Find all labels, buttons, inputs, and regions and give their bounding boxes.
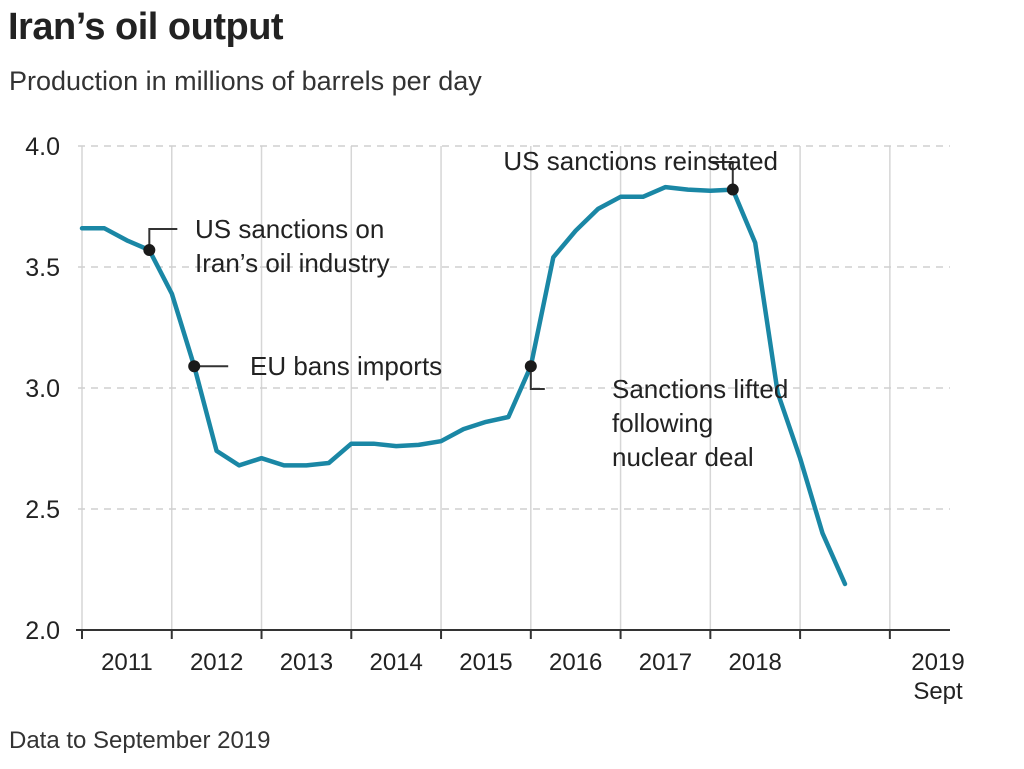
x-tick-label: 2015	[459, 649, 512, 676]
y-tick-label: 2.0	[25, 617, 60, 645]
grid-layer	[78, 145, 950, 630]
annotation-leader	[529, 366, 545, 390]
annotation-text: US sanctions reinstated	[503, 146, 778, 176]
x-tick-label: 2018	[729, 649, 782, 676]
x-tick-label: 2012	[190, 649, 243, 676]
series-line	[79, 184, 848, 587]
x-tick-label: 2019	[911, 649, 964, 676]
y-tick-label: 4.0	[25, 133, 60, 161]
chart-subtitle: Production in millions of barrels per da…	[9, 66, 482, 96]
series-layer	[79, 184, 848, 587]
annotation-leader	[148, 228, 178, 251]
annotation-text: Sanctions lifted	[612, 374, 788, 404]
annotation-text: Iran’s oil industry	[195, 248, 390, 278]
x-tick-label: 2014	[369, 649, 422, 676]
annotation-marker	[143, 244, 156, 257]
annotation-text: following	[612, 408, 713, 438]
x-tick-label: 2016	[549, 649, 602, 676]
footnote: Data to September 2019	[9, 727, 271, 754]
annotation-text: nuclear deal	[612, 442, 754, 472]
annotation-layer: US sanctions on Iran’s oil industry EU ban…	[143, 146, 788, 472]
annotation-marker	[188, 360, 201, 373]
annotation-marker	[524, 360, 537, 373]
annotation-leader	[710, 161, 734, 190]
chart-title: Iran’s oil output	[8, 6, 284, 48]
x-tick-label: 2017	[639, 649, 692, 676]
y-tick-label: 3.0	[25, 375, 60, 403]
annotation-text: US sanctions on	[195, 214, 384, 244]
annotation-marker	[726, 183, 739, 196]
annotation-text: EU bans imports	[250, 351, 442, 381]
y-tick-label: 2.5	[25, 496, 60, 524]
x-tick-label: 2013	[280, 649, 333, 676]
axis-layer: 2.0 2.5 3.0 3.5 4.0 2011 2012 2013 2014 2015 2016 2…	[25, 133, 964, 705]
x-tick-sublabel: Sept	[913, 678, 963, 705]
x-tick-label: 2011	[101, 649, 153, 676]
y-tick-label: 3.5	[25, 254, 60, 282]
